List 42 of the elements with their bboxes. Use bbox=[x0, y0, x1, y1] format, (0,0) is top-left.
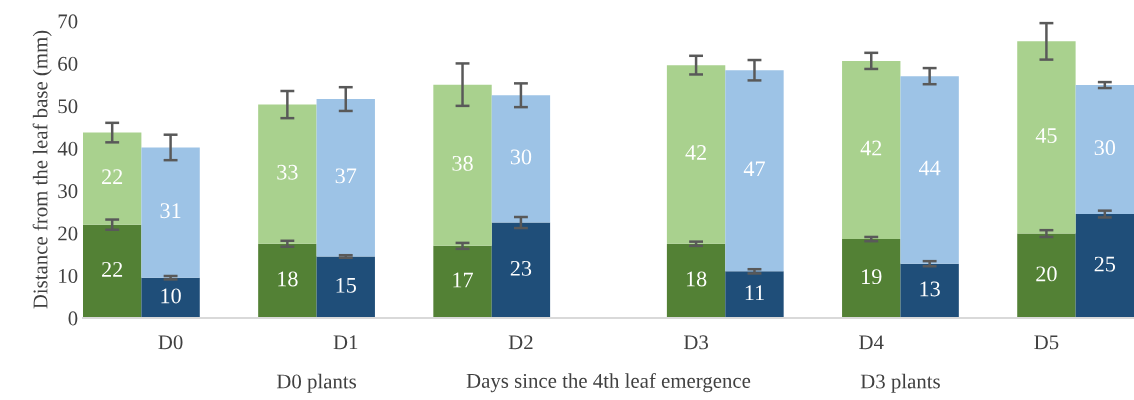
x-tick-label: D4 bbox=[859, 335, 884, 350]
x-tick-label: D0 bbox=[158, 335, 183, 350]
y-tick-label: 50 bbox=[58, 99, 78, 114]
data-label: 18 bbox=[278, 271, 298, 287]
text: D3 plants bbox=[860, 373, 940, 393]
data-label: 11 bbox=[745, 285, 764, 301]
y-tick-label: 0 bbox=[68, 311, 78, 326]
y-tick-label: 70 bbox=[58, 14, 78, 29]
data-label: 37 bbox=[335, 168, 357, 184]
data-label: 18 bbox=[686, 271, 707, 287]
data-label: 10 bbox=[161, 288, 181, 304]
data-label: 22 bbox=[102, 261, 123, 277]
y-tick-label: 30 bbox=[58, 184, 78, 199]
data-label: 13 bbox=[920, 281, 940, 297]
y-axis-title: Distance from the leaf base (mm) bbox=[32, 30, 52, 309]
data-label: 33 bbox=[277, 164, 298, 180]
data-label: 22 bbox=[102, 169, 123, 184]
data-label: 19 bbox=[862, 269, 882, 285]
data-label: 20 bbox=[1036, 266, 1057, 282]
data-label: 45 bbox=[1035, 128, 1057, 144]
data-label: 15 bbox=[336, 277, 356, 293]
y-tick-label: 20 bbox=[58, 226, 78, 241]
x-tick-label: D1 bbox=[333, 335, 358, 350]
data-label: 42 bbox=[685, 145, 706, 160]
data-label: 31 bbox=[160, 203, 181, 219]
y-tick-label: 60 bbox=[58, 56, 78, 71]
x-tick-label: D2 bbox=[508, 335, 533, 350]
x-tick-label: D5 bbox=[1034, 335, 1059, 350]
data-label: 42 bbox=[860, 140, 882, 156]
data-label: 47 bbox=[743, 161, 765, 177]
data-label: 30 bbox=[510, 149, 532, 165]
y-tick-label: 40 bbox=[57, 141, 78, 156]
x-axis-title: Days since the 4th leaf emergence bbox=[466, 373, 751, 393]
data-label: 30 bbox=[1094, 140, 1116, 156]
text: D0 plants bbox=[276, 373, 357, 393]
data-label: 25 bbox=[1094, 256, 1116, 272]
x-tick-label: D3 bbox=[683, 335, 708, 350]
data-label: 44 bbox=[918, 160, 941, 176]
data-label: 38 bbox=[452, 155, 473, 171]
data-label: 23 bbox=[510, 260, 532, 276]
data-label: 17 bbox=[453, 272, 473, 288]
y-tick-label: 10 bbox=[59, 268, 78, 283]
